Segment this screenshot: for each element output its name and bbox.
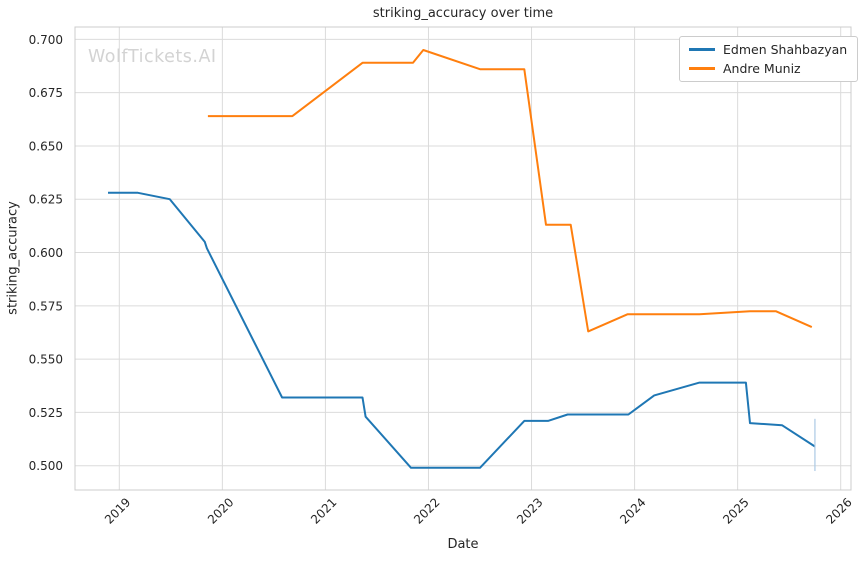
chart-title: striking_accuracy over time: [372, 6, 554, 21]
y-tick-label: 0.700: [29, 33, 63, 47]
x-tick-label: 2021: [308, 495, 339, 526]
x-tick-label: 2024: [617, 495, 648, 526]
y-tick-label: 0.675: [29, 86, 63, 100]
legend-label-andre-muniz: Andre Muniz: [723, 61, 801, 76]
x-tick-label: 2020: [205, 495, 236, 526]
x-tick-label: 2022: [411, 495, 442, 526]
legend-item-andre-muniz: Andre Muniz: [689, 60, 847, 77]
y-tick-label: 0.625: [29, 193, 63, 207]
x-axis-label: Date: [447, 537, 479, 552]
legend: Edmen Shahbazyan Andre Muniz: [679, 36, 859, 82]
legend-label-edmen-shahbazyan: Edmen Shahbazyan: [723, 42, 848, 57]
y-tick-label: 0.575: [29, 299, 63, 313]
y-tick-label: 0.650: [29, 139, 63, 153]
legend-item-edmen-shahbazyan: Edmen Shahbazyan: [689, 41, 847, 58]
series-line-edmen-shahbazyan: [108, 191, 816, 469]
legend-line-swatch-blue: [689, 48, 715, 51]
watermark: WolfTickets.AI: [88, 47, 217, 67]
y-tick-label: 0.500: [29, 459, 63, 473]
series-line-andre-muniz: [207, 49, 813, 333]
x-tick-label: 2019: [102, 495, 133, 526]
y-tick-label: 0.525: [29, 406, 63, 420]
y-tick-label: 0.550: [29, 353, 63, 367]
plot-border: [74, 26, 852, 491]
x-tick-label: 2025: [720, 495, 751, 526]
x-tick-label: 2023: [514, 495, 545, 526]
x-tick-label: 2026: [823, 495, 854, 526]
legend-line-swatch-orange: [689, 67, 715, 70]
y-tick-label: 0.600: [29, 246, 63, 260]
y-axis-label: striking_accuracy: [5, 201, 21, 315]
